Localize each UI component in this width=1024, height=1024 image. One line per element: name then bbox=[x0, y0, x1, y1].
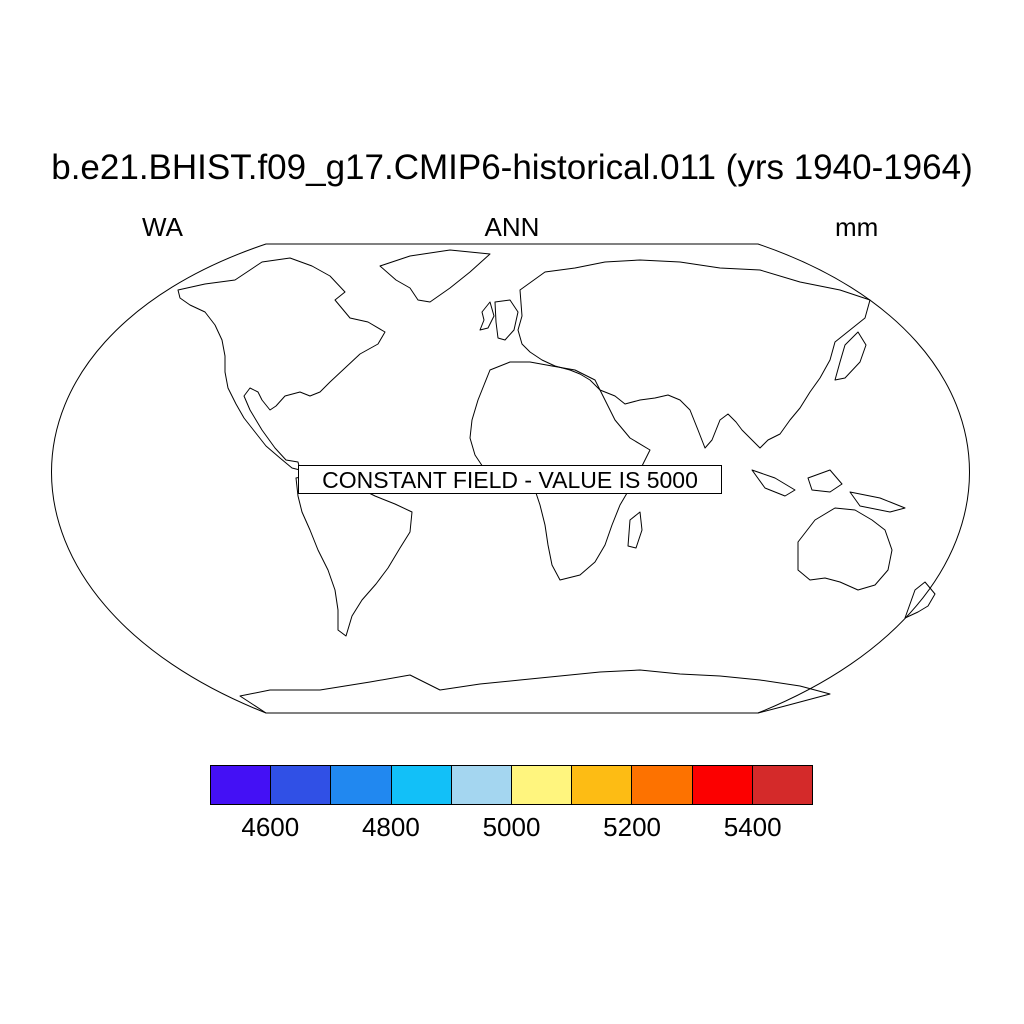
colorbar-box bbox=[390, 765, 452, 805]
colorbar-box bbox=[571, 765, 633, 805]
colorbar-box bbox=[210, 765, 272, 805]
coastline-uk bbox=[479, 301, 495, 331]
colorbar-box bbox=[631, 765, 693, 805]
colorbar-box bbox=[511, 765, 573, 805]
coastline-madagascar bbox=[627, 511, 643, 549]
coastline-antarctica bbox=[239, 669, 831, 714]
coastline-australia bbox=[797, 507, 893, 591]
coastline-new-zealand bbox=[904, 581, 936, 619]
variable-label: WA bbox=[142, 212, 183, 242]
constant-field-note: CONSTANT FIELD - VALUE IS 5000 bbox=[298, 465, 722, 494]
colorbar-box bbox=[450, 765, 513, 805]
colorbar-tick-label: 4800 bbox=[361, 812, 420, 842]
coastline-africa bbox=[469, 361, 651, 581]
colorbar-tick-label: 5400 bbox=[723, 812, 782, 842]
coastline-indonesia bbox=[751, 469, 906, 513]
colorbar-tick-label: 5200 bbox=[603, 812, 662, 842]
coastline-south-america bbox=[295, 473, 413, 637]
colorbar-box bbox=[330, 765, 392, 805]
colorbar-tick-label: 4600 bbox=[241, 812, 300, 842]
units-label: mm bbox=[835, 212, 879, 242]
colorbar-tick-label: 5000 bbox=[482, 812, 541, 842]
season-label: ANN bbox=[484, 212, 540, 242]
coastline-japan bbox=[834, 331, 867, 381]
coastline-greenland bbox=[379, 249, 491, 303]
plot-title: b.e21.BHIST.f09_g17.CMIP6-historical.011… bbox=[51, 148, 973, 187]
colorbar-box bbox=[751, 765, 814, 805]
colorbar-box bbox=[270, 765, 332, 805]
colorbar-box bbox=[691, 765, 753, 805]
coastline-eurasia bbox=[494, 259, 871, 449]
colorbar bbox=[210, 765, 814, 805]
coastline-north-america bbox=[177, 257, 386, 471]
